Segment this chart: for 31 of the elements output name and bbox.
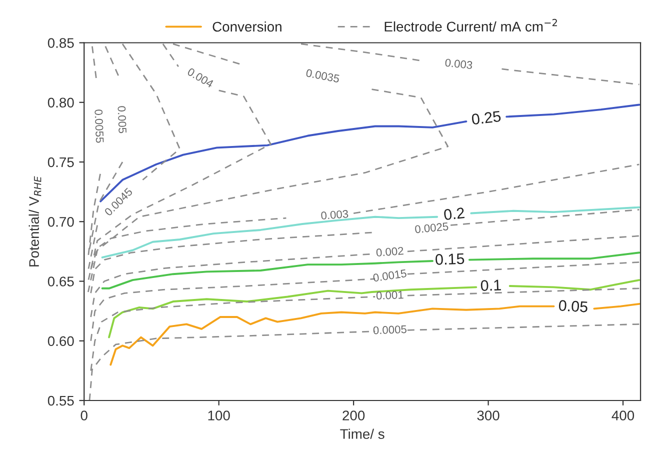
annotation: 0.005	[118, 106, 127, 134]
x-tick-label: 0	[80, 410, 88, 420]
annotation: 0.003	[444, 58, 472, 70]
annotation: 0.0055	[94, 109, 104, 143]
annotation: 0.002	[376, 246, 404, 257]
y-axis-title: Potential/ V$_{RHE}$	[28, 176, 42, 266]
y-tick-label: 0.70	[48, 216, 74, 227]
y-tick-label: 0.60	[48, 336, 74, 346]
annotation: 0.0005	[373, 325, 407, 334]
annotation: 0.05	[558, 300, 588, 312]
annotation: 0.15	[435, 253, 464, 265]
annotation: 0.25	[471, 110, 502, 125]
annotation: 0.003	[320, 210, 348, 220]
y-tick-label: 0.85	[48, 38, 74, 48]
x-axis-title: Time/ s	[340, 428, 384, 439]
annotation: 0.0035	[306, 68, 340, 83]
legend-label: Electrode Current/ mA cm$^{−2}$	[384, 18, 557, 32]
annotation: 0.1	[480, 280, 501, 292]
legend-label: Conversion	[212, 21, 282, 32]
x-tick-label: 200	[342, 410, 365, 420]
annotation: 0.0015	[372, 269, 407, 282]
annotation: 0.0025	[414, 222, 448, 234]
y-tick-label: 0.75	[48, 157, 74, 168]
x-tick-label: 300	[477, 410, 500, 420]
y-tick-label: 0.80	[48, 98, 74, 108]
y-tick-label: 0.65	[48, 276, 74, 286]
annotation: 0.001	[376, 290, 404, 300]
x-tick-label: 100	[208, 410, 230, 420]
annotation: 0.2	[444, 207, 465, 220]
x-tick-label: 400	[612, 410, 634, 420]
y-tick-label: 0.55	[48, 396, 74, 406]
